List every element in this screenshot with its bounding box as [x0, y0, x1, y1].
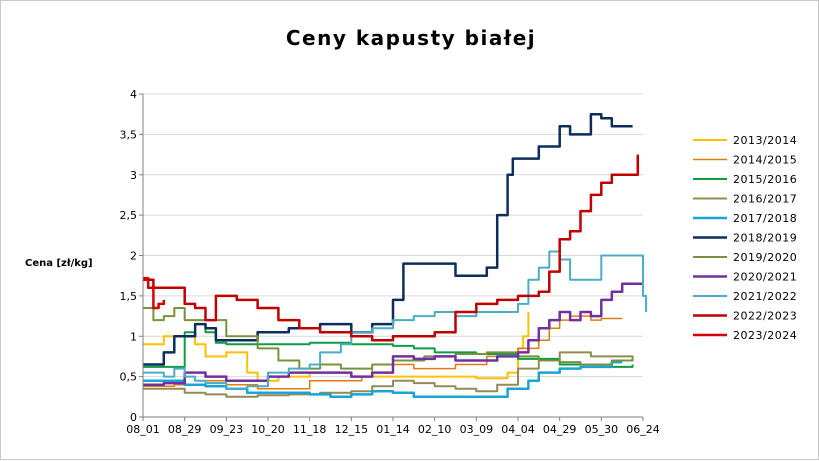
- y-axis-label: Cena [zł/kg]: [25, 258, 93, 269]
- series-line-2021-2022: [143, 250, 648, 390]
- series-line-2018-2019: [143, 112, 633, 366]
- x-tick-label: 02_10: [418, 423, 452, 436]
- series-lines: [143, 112, 648, 399]
- y-tick-label: 3: [130, 169, 137, 182]
- series-line-2020-2021: [143, 282, 643, 386]
- y-tick-label: 0: [130, 411, 137, 424]
- series-line-2023-2024: [143, 276, 166, 310]
- y-tick-label: 1: [130, 330, 137, 343]
- x-tick-label: 04_04: [501, 423, 535, 436]
- legend-label: 2022/2023: [733, 310, 797, 323]
- x-tick-label: 08_29: [168, 423, 202, 436]
- x-tick-label: 11_18: [293, 423, 327, 436]
- x-tick-label: 04_29: [543, 423, 577, 436]
- series-line-2013-2014: [143, 312, 530, 382]
- series-line-2017-2018: [143, 360, 623, 399]
- x-tick-label: 06_24: [626, 423, 660, 436]
- x-tick-label: 08_01: [126, 423, 160, 436]
- series-line-2014-2015: [143, 315, 623, 390]
- y-tick-label: 1,5: [120, 290, 138, 303]
- x-tick-label: 03_09: [460, 423, 494, 436]
- axes: 0 0,5 1 1,5 2 2,5 3 3,5 4 08_01 08_29 09_23 10_20 11_…: [120, 88, 660, 436]
- x-tick-label: 05_30: [585, 423, 619, 436]
- x-tick-label: 10_20: [251, 423, 285, 436]
- legend-label: 2020/2021: [733, 271, 797, 284]
- legend: 2013/2014 2014/2015 2015/2016 2016/2017 2017…: [693, 134, 797, 342]
- legend-label: 2015/2016: [733, 173, 797, 186]
- y-tick-label: 3,5: [120, 128, 138, 141]
- x-tick-label: 01_14: [376, 423, 410, 436]
- chart-title: Ceny kapusty białej: [286, 26, 536, 50]
- x-tick-label: 09_23: [210, 423, 244, 436]
- legend-label: 2016/2017: [733, 193, 797, 206]
- y-tick-label: 0,5: [120, 371, 138, 384]
- legend-label: 2023/2024: [733, 329, 797, 342]
- y-tick-label: 2: [130, 250, 137, 263]
- legend-label: 2021/2022: [733, 290, 797, 303]
- y-tick-label: 4: [130, 88, 137, 101]
- legend-label: 2017/2018: [733, 212, 797, 225]
- series-line-2022-2023: [143, 154, 640, 342]
- legend-label: 2018/2019: [733, 232, 797, 245]
- legend-label: 2013/2014: [733, 134, 797, 147]
- legend-label: 2019/2020: [733, 251, 797, 264]
- x-tick-label: 12_15: [335, 423, 369, 436]
- legend-label: 2014/2015: [733, 154, 797, 167]
- series-line-2019-2020: [143, 307, 634, 370]
- y-tick-label: 2,5: [120, 209, 138, 222]
